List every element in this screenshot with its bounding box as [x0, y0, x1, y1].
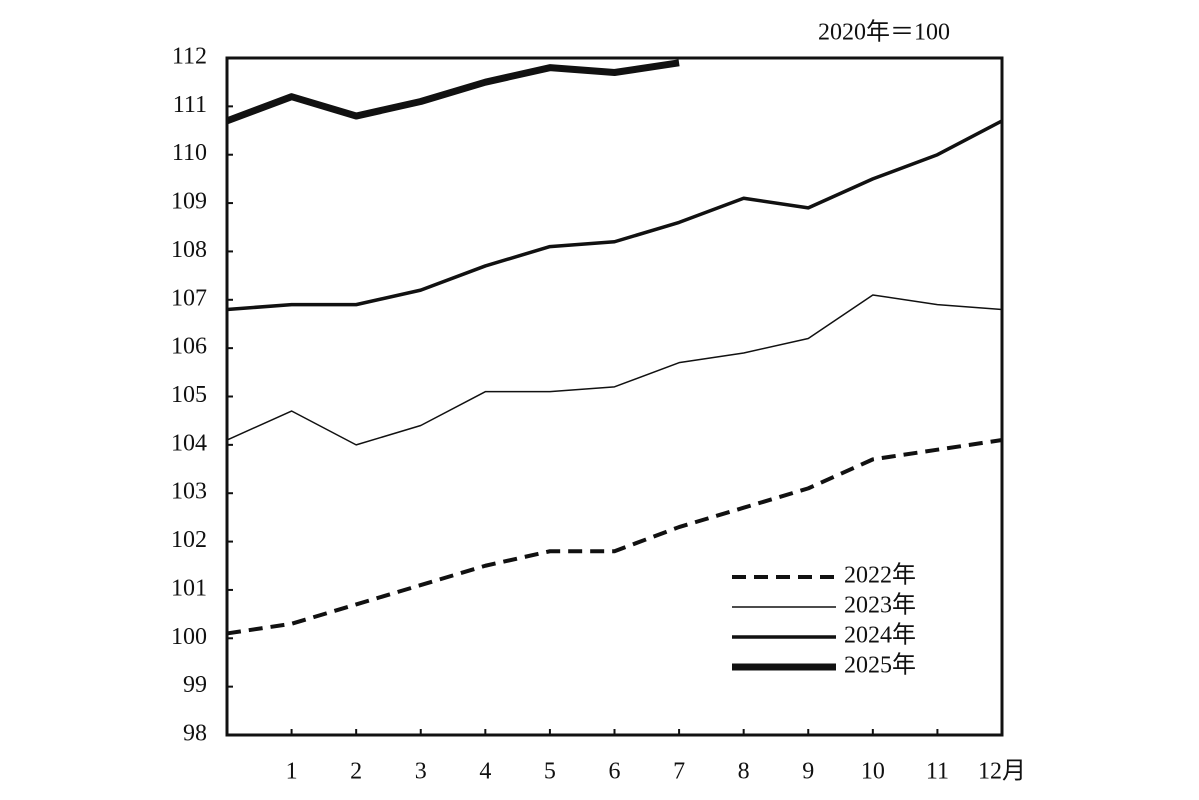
x-tick-label: 3 [415, 759, 427, 785]
y-tick-label: 108 [171, 237, 207, 263]
y-tick-label: 107 [171, 285, 207, 311]
x-tick-label: 9 [802, 759, 814, 785]
x-tick-label: 11 [926, 759, 949, 785]
series-line [226, 119, 1003, 312]
y-tick-label: 105 [171, 382, 207, 408]
y-tick-label: 104 [171, 430, 207, 456]
legend-label: 2022年 [844, 562, 916, 589]
y-tick-label: 103 [171, 479, 207, 505]
y-tick-label: 99 [183, 672, 207, 698]
y-tick-label: 100 [171, 624, 207, 650]
x-tick-label: 8 [738, 759, 750, 785]
series-line [225, 59, 680, 125]
legend-label: 2025年 [844, 652, 916, 679]
y-tick-label: 109 [171, 189, 207, 215]
y-tick-label: 110 [172, 140, 207, 166]
x-tick-label: 5 [544, 759, 556, 785]
x-tick-label: 2 [350, 759, 362, 785]
y-tick-label: 101 [171, 575, 207, 601]
annotation: 2020年＝100 [818, 19, 950, 46]
y-tick-label: 112 [172, 44, 207, 70]
y-tick-label: 102 [171, 527, 207, 553]
series-line [226, 294, 1003, 446]
y-tick-label: 111 [173, 92, 207, 118]
series-line [226, 438, 1003, 636]
x-tick-label: 10 [861, 759, 885, 785]
x-tick-label: 7 [673, 759, 685, 785]
x-tick-label: 1 [286, 759, 298, 785]
y-tick-label: 98 [183, 721, 207, 747]
legend-label: 2024年 [844, 622, 916, 649]
plot-frame [225, 56, 1004, 737]
y-tick-label: 106 [171, 334, 207, 360]
x-tick-label: 12月 [978, 759, 1026, 785]
x-tick-label: 6 [609, 759, 621, 785]
legend-label: 2023年 [844, 592, 916, 619]
x-tick-label: 4 [479, 759, 491, 785]
